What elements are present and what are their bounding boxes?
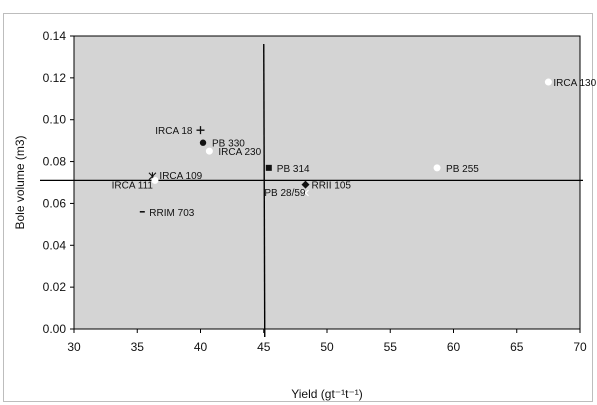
y-tick-label: 0.14 xyxy=(43,29,67,43)
point-marker xyxy=(544,78,552,86)
x-axis-label: Yield (gt⁻¹t⁻¹) xyxy=(291,387,363,401)
point-marker xyxy=(433,164,441,172)
y-axis-label: Bole volume (m3) xyxy=(13,135,27,229)
y-tick-label: 0.04 xyxy=(43,238,67,252)
x-tick-label: 45 xyxy=(257,340,271,354)
x-tick-label: 55 xyxy=(384,340,398,354)
point-irca-111: IRCA 111 xyxy=(112,176,159,191)
point-label: IRCA 111 xyxy=(112,180,154,191)
x-tick-label: 35 xyxy=(131,340,145,354)
x-tick-label: 65 xyxy=(510,340,524,354)
point-label: IRCA 230 xyxy=(218,147,261,158)
point-label: PB 255 xyxy=(446,164,479,175)
point-marker xyxy=(196,126,205,135)
y-axis: 0.00 0.02 0.04 0.06 0.08 0.10 0.12 0.14 xyxy=(43,29,75,336)
point-marker xyxy=(199,139,207,146)
point-irca-18: IRCA 18 xyxy=(155,126,205,137)
chart-frame xyxy=(3,13,593,402)
point-pb-255: PB 255 xyxy=(433,164,479,175)
point-irca-130: IRCA 130 xyxy=(544,78,597,89)
point-label: RRII 105 xyxy=(311,181,351,192)
reference-lines xyxy=(40,43,583,338)
y-tick-label: 0.02 xyxy=(43,280,67,294)
point-rrim-703: RRIM 703 xyxy=(139,208,195,219)
plot-area xyxy=(73,35,581,330)
y-tick-label: 0.12 xyxy=(43,71,67,85)
point-marker xyxy=(265,164,272,171)
point-label: PB 314 xyxy=(277,164,310,175)
x-tick-label: 40 xyxy=(194,340,208,354)
x-tick-label: 30 xyxy=(67,340,81,354)
y-tick-label: 0.06 xyxy=(43,196,67,210)
point-pb-314: PB 314 xyxy=(265,164,310,175)
point-rrii-105: RRII 105 xyxy=(301,180,351,192)
x-tick-label: 50 xyxy=(320,340,334,354)
point-label: IRCA 130 xyxy=(553,78,596,89)
point-label: IRCA 18 xyxy=(155,126,193,137)
y-tick-label: 0.08 xyxy=(43,155,67,169)
point-marker xyxy=(301,180,310,189)
point-marker xyxy=(205,147,213,155)
point-irca-230: IRCA 230 xyxy=(205,147,262,158)
point-marker xyxy=(151,176,159,184)
point-label: IRCA 109 xyxy=(159,171,202,182)
point-pb-330: PB 330 xyxy=(199,139,245,150)
vertical-reference-line xyxy=(263,43,266,338)
point-marker xyxy=(302,189,309,197)
point-label: PB 330 xyxy=(212,139,245,150)
x-tick-label: 70 xyxy=(573,340,587,354)
y-tick-label: 0.00 xyxy=(43,322,67,336)
x-tick-label: 60 xyxy=(447,340,461,354)
x-axis: 30 35 40 45 50 55 60 65 70 xyxy=(67,328,587,354)
point-label: RRIM 703 xyxy=(149,208,194,219)
point-pb-28-59: PB 28/59 xyxy=(264,188,309,199)
y-tick-label: 0.10 xyxy=(43,113,67,127)
point-label: PB 28/59 xyxy=(264,188,306,199)
